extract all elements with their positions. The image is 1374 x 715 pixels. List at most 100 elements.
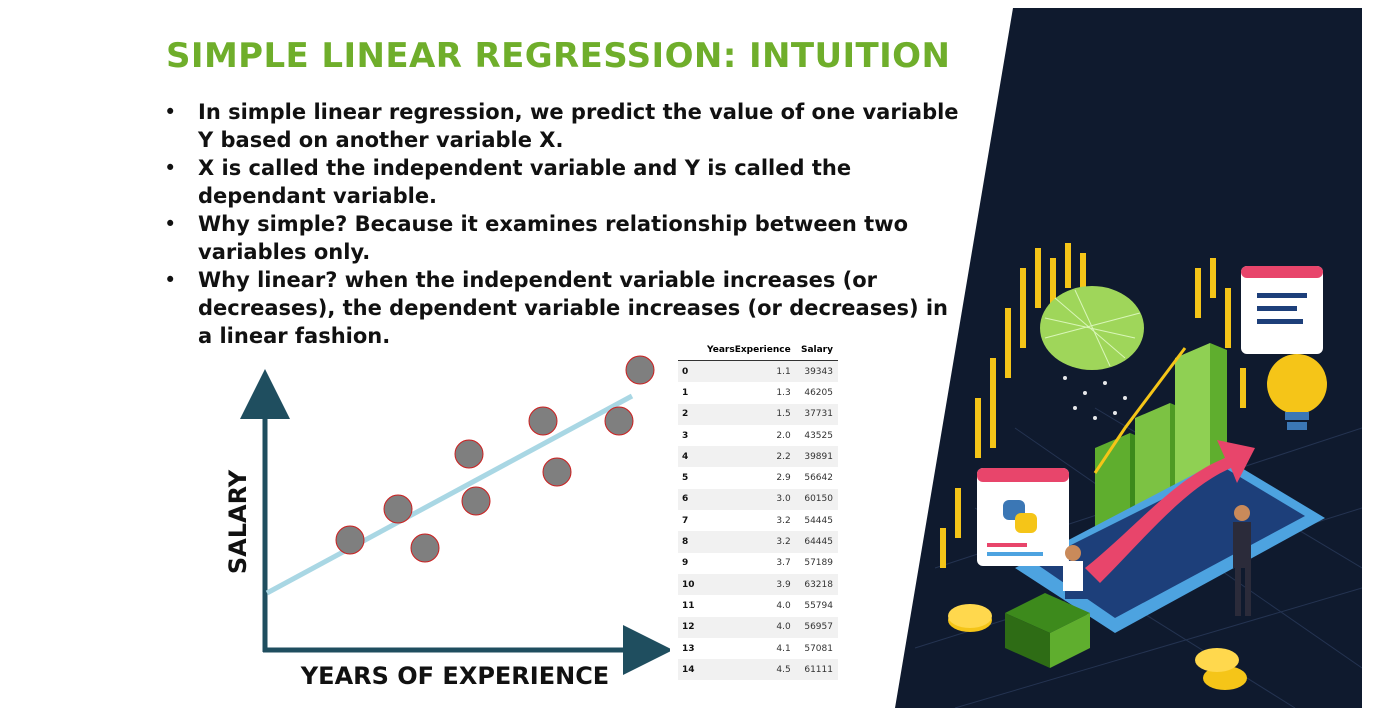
row-index: 1	[682, 387, 689, 398]
table-row: 12 4.0 56957	[678, 616, 838, 638]
bullet-item: • Why simple? Because it examines relati…	[160, 210, 960, 266]
years-cell: 4.5	[776, 664, 791, 675]
coin-icon	[948, 604, 1247, 690]
person-icon	[1233, 505, 1251, 616]
candlestick-icon	[940, 243, 1246, 568]
row-index: 12	[682, 622, 695, 633]
bullet-marker: •	[164, 268, 177, 292]
table-row: 2 1.5 37731	[678, 403, 838, 425]
table-header: Salary	[795, 340, 838, 361]
table-row: 11 4.0 55794	[678, 595, 838, 616]
bullet-marker: •	[164, 156, 177, 180]
row-index: 11	[682, 600, 695, 611]
seated-person-icon	[1063, 545, 1095, 599]
years-cell: 1.5	[776, 409, 791, 420]
data-particles	[1063, 376, 1127, 420]
salary-cell: 43525	[804, 430, 833, 441]
bullet-text: Why linear? when the independent variabl…	[198, 268, 949, 348]
table-row: 0 1.1 39343	[678, 360, 838, 383]
regression-sketch: SALARY YEARS OF EXPERIENCE	[224, 355, 670, 690]
laptop-icon	[1015, 458, 1325, 633]
table-row: 4 2.2 39891	[678, 446, 838, 468]
row-index: 13	[682, 643, 695, 654]
bullet-marker: •	[164, 100, 177, 124]
salary-cell: 61111	[804, 664, 833, 675]
data-point	[542, 457, 572, 487]
salary-cell: 60150	[804, 494, 833, 505]
salary-cell: 39891	[804, 451, 833, 462]
row-index: 0	[682, 366, 689, 377]
salary-cell: 56642	[804, 473, 833, 484]
row-index: 4	[682, 451, 689, 462]
slide-title: SIMPLE LINEAR REGRESSION: INTUITION	[166, 36, 951, 76]
years-cell: 1.1	[776, 366, 791, 377]
salary-cell: 64445	[804, 537, 833, 548]
salary-cell: 46205	[804, 387, 833, 398]
data-table: YearsExperience Salary 0 1.1 39343 1 1.3 462…	[678, 340, 838, 681]
bullet-item: • X is called the independent variable a…	[160, 154, 960, 210]
table-row: 3 2.0 43525	[678, 425, 838, 446]
years-cell: 3.7	[776, 558, 791, 569]
brain-icon	[1040, 286, 1144, 370]
years-cell: 3.9	[776, 579, 791, 590]
row-index: 9	[682, 558, 689, 569]
bullet-item: • Why linear? when the independent varia…	[160, 266, 960, 350]
bullet-item: • In simple linear regression, we predic…	[160, 98, 960, 154]
row-index: 6	[682, 494, 689, 505]
salary-cell: 39343	[804, 366, 833, 377]
table-row: 8 3.2 64445	[678, 531, 838, 553]
salary-cell: 54445	[804, 515, 833, 526]
bullet-list: • In simple linear regression, we predic…	[160, 98, 960, 350]
years-cell: 3.2	[776, 515, 791, 526]
table-row: 14 4.5 61111	[678, 659, 838, 681]
bar-chart-icon	[1095, 343, 1227, 533]
years-cell: 4.0	[776, 600, 791, 611]
salary-cell: 55794	[804, 600, 833, 611]
table-row: 9 3.7 57189	[678, 553, 838, 574]
table-header: YearsExperience	[700, 340, 796, 361]
bullet-text: X is called the independent variable and…	[198, 156, 852, 208]
lightbulb-icon	[1267, 354, 1327, 430]
table-row: 1 1.3 46205	[678, 382, 838, 403]
table-header	[678, 340, 701, 361]
bullet-text: In simple linear regression, we predict …	[198, 100, 959, 152]
ml-illustration	[895, 8, 1362, 708]
salary-cell: 56957	[804, 622, 833, 633]
years-cell: 3.2	[776, 537, 791, 548]
salary-cell: 57189	[804, 558, 833, 569]
salary-cell: 37731	[804, 409, 833, 420]
row-index: 7	[682, 515, 689, 526]
row-index: 14	[682, 664, 695, 675]
data-point	[461, 486, 491, 516]
money-stack-icon	[1005, 593, 1090, 668]
row-index: 10	[682, 579, 695, 590]
data-point	[335, 525, 365, 555]
code-window-icon	[1241, 266, 1323, 354]
years-cell: 4.0	[776, 622, 791, 633]
y-axis-label: SALARY	[224, 469, 252, 574]
data-point	[625, 355, 655, 385]
row-index: 5	[682, 473, 689, 484]
table-row: 5 2.9 56642	[678, 467, 838, 488]
years-cell: 2.0	[776, 430, 791, 441]
years-cell: 2.9	[776, 473, 791, 484]
regression-line	[265, 393, 634, 596]
row-index: 3	[682, 430, 689, 441]
table-row: 7 3.2 54445	[678, 510, 838, 531]
years-cell: 1.3	[776, 387, 791, 398]
years-cell: 3.0	[776, 494, 791, 505]
table-header-row: YearsExperience Salary	[678, 340, 838, 361]
years-cell: 2.2	[776, 451, 791, 462]
data-points	[335, 355, 655, 563]
data-point	[410, 533, 440, 563]
bullet-text: Why simple? Because it examines relation…	[198, 212, 909, 264]
table-row: 10 3.9 63218	[678, 573, 838, 596]
trend-line	[1093, 347, 1187, 474]
salary-cell: 57081	[804, 643, 833, 654]
data-point	[604, 406, 634, 436]
row-index: 2	[682, 409, 689, 420]
table-row: 6 3.0 60150	[678, 488, 838, 511]
table-row: 13 4.1 57081	[678, 638, 838, 659]
salary-cell: 63218	[804, 579, 833, 590]
python-window-icon	[977, 468, 1069, 566]
